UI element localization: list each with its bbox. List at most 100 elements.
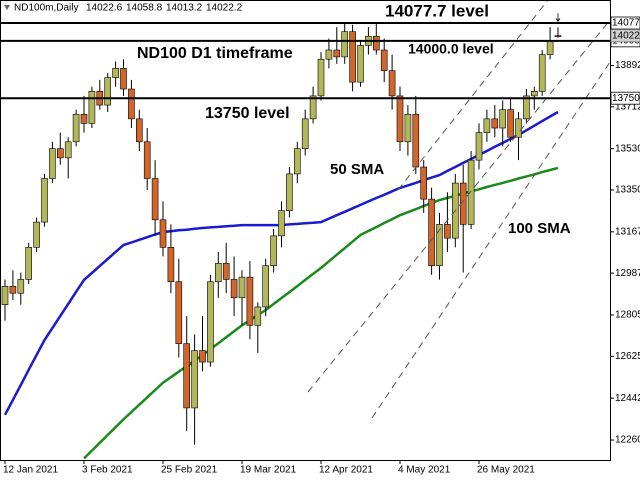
candle-body — [88, 91, 96, 124]
y-tick-label: 12260.0 — [615, 435, 640, 446]
symbol: ND100m,Daily — [14, 3, 78, 14]
annotation: ND100 D1 timeframe — [137, 45, 293, 62]
candle-body — [49, 148, 56, 179]
candle-body — [412, 113, 420, 168]
x-tick-label: 12 Jan 2021 — [3, 465, 58, 476]
y-tick-label: 12987.5 — [615, 268, 640, 279]
candle-body — [151, 178, 159, 221]
x-tick-label: 3 Feb 2021 — [82, 465, 133, 476]
candle-body — [380, 49, 388, 71]
candle-body — [199, 350, 206, 363]
candle-body — [143, 141, 151, 179]
candle-body — [159, 219, 167, 248]
annotation: 13750 level — [205, 105, 290, 122]
price-box — [610, 29, 640, 43]
y-tick-label: 13712.5 — [615, 101, 640, 112]
candle-body — [467, 159, 475, 225]
candle-body — [317, 58, 325, 97]
plot-border — [0, 0, 611, 461]
candle-body — [191, 350, 198, 409]
candle-body — [1, 286, 9, 305]
candle-body — [278, 210, 285, 237]
sma-label: 100 SMA — [508, 220, 571, 237]
level-label: 14077.7 — [612, 18, 640, 29]
candle-body — [333, 49, 341, 58]
candle-body — [64, 141, 72, 159]
y-tick-label: 12442.5 — [615, 393, 640, 404]
candle-body — [428, 198, 435, 266]
candle-body — [309, 95, 317, 120]
level-label: 13750.0 — [612, 93, 640, 104]
x-tick-label: 26 May 2021 — [477, 465, 535, 476]
trend-line — [397, 0, 549, 191]
y-tick-label: 13530.0 — [615, 143, 640, 154]
candle-body — [388, 70, 396, 97]
candle-body — [183, 343, 190, 409]
candle-body — [546, 40, 554, 55]
candle-body — [420, 166, 428, 200]
candle-body — [238, 276, 246, 299]
header-price: 14013.2 — [166, 3, 203, 14]
candle-body — [341, 31, 349, 58]
candle-body — [33, 221, 40, 248]
candle-body — [404, 113, 412, 143]
candle-body — [396, 95, 404, 143]
y-tick-label: 13350.0 — [615, 185, 640, 196]
y-tick-label: 13167.5 — [615, 226, 640, 237]
candle-body — [104, 77, 111, 106]
candle-body — [554, 35, 562, 37]
y-tick-label: 13892.5 — [615, 60, 640, 71]
level-label-box — [610, 16, 640, 30]
candle-body — [293, 148, 301, 175]
header-icon — [4, 5, 10, 10]
candle-body — [72, 113, 80, 143]
x-tick-label: 4 May 2021 — [398, 465, 451, 476]
y-tick-label: 12625.0 — [615, 351, 640, 362]
candle-body — [9, 286, 17, 294]
candle-body — [128, 88, 135, 120]
candle-body — [120, 68, 127, 90]
candle-body — [515, 118, 522, 138]
header-price: 14058.8 — [126, 3, 163, 14]
candle-body — [507, 109, 514, 138]
price-arrow — [555, 13, 561, 23]
candle-body — [80, 113, 88, 124]
sma-line — [83, 166, 559, 460]
candle-body — [230, 279, 238, 299]
candle-body — [325, 49, 333, 60]
candle-body — [112, 68, 119, 78]
candle-body — [301, 118, 309, 149]
x-tick-label: 12 Apr 2021 — [319, 465, 373, 476]
candle-body — [56, 148, 64, 159]
y-tick-label: 12805.0 — [615, 310, 640, 321]
candle-body — [246, 276, 254, 326]
candle-body — [475, 132, 483, 161]
candle-body — [207, 281, 214, 363]
plot-area — [1, 22, 562, 460]
trend-line — [307, 19, 611, 393]
candle-body — [483, 118, 491, 133]
candle-body — [167, 247, 175, 283]
candle-body — [136, 118, 143, 143]
annotation: 14000.0 level — [408, 41, 494, 57]
candle-body — [17, 279, 25, 294]
candle-body — [41, 178, 48, 223]
candle-body — [538, 54, 546, 92]
candle-body — [499, 109, 507, 129]
candle-body — [491, 118, 499, 129]
candle-body — [444, 224, 451, 239]
candle-body — [25, 247, 33, 280]
candle-body — [286, 173, 293, 211]
candle-body — [530, 91, 538, 97]
level-label-box — [610, 91, 640, 105]
candle-body — [262, 265, 270, 308]
candle-body — [436, 224, 443, 266]
candle-body — [357, 45, 364, 83]
candle-body — [175, 281, 183, 344]
sma-label: 50 SMA — [330, 161, 384, 178]
header-price: 14022.2 — [206, 3, 243, 14]
current-price: 14022.2 — [612, 30, 640, 41]
candle-body — [372, 35, 380, 51]
annotation: 14077.7 level — [385, 1, 489, 20]
